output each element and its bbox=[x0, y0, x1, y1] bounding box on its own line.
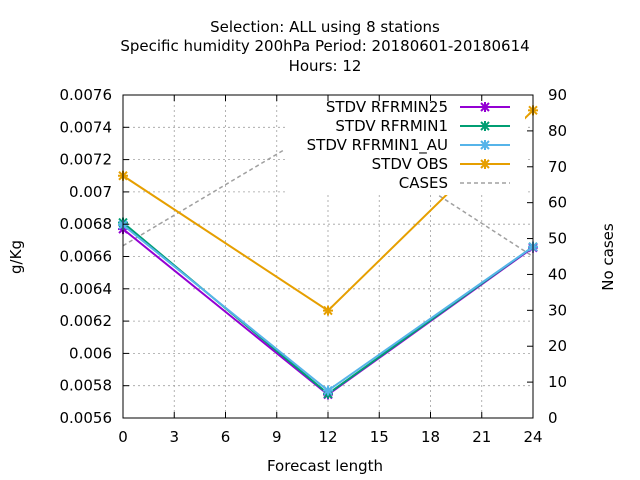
y-axis-label: g/Kg bbox=[7, 240, 25, 274]
legend-entry: STDV RFRMIN25 bbox=[326, 98, 510, 116]
y2-tick-label: 60 bbox=[548, 194, 567, 212]
y2-tick-label: 20 bbox=[548, 337, 567, 355]
legend-entry: STDV RFRMIN1_AU bbox=[307, 136, 510, 155]
chart-title-line-2: Specific humidity 200hPa Period: 2018060… bbox=[120, 37, 529, 55]
legend-label: STDV OBS bbox=[372, 155, 448, 173]
legend-sample-marker bbox=[480, 140, 490, 150]
x-tick-label: 0 bbox=[118, 428, 128, 446]
legend-entry: STDV RFRMIN1 bbox=[335, 117, 510, 135]
legend-label: STDV RFRMIN1_AU bbox=[307, 136, 448, 155]
y2-tick-label: 70 bbox=[548, 158, 567, 176]
y2-tick-label: 50 bbox=[548, 230, 567, 248]
legend-sample-marker bbox=[480, 121, 490, 131]
data-point bbox=[323, 385, 333, 396]
y-tick-label: 0.0062 bbox=[60, 312, 113, 330]
x-tick-label: 15 bbox=[370, 428, 389, 446]
y2-axis-label: No cases bbox=[599, 223, 617, 291]
legend-sample-marker bbox=[480, 159, 490, 169]
x-tick-label: 6 bbox=[221, 428, 231, 446]
chart-title-line-1: Selection: ALL using 8 stations bbox=[210, 18, 440, 36]
x-axis-label: Forecast length bbox=[267, 457, 383, 475]
data-point bbox=[323, 305, 333, 316]
y-tick-label: 0.006 bbox=[69, 344, 112, 362]
x-tick-label: 18 bbox=[421, 428, 440, 446]
y-tick-label: 0.0072 bbox=[60, 151, 113, 169]
y2-tick-label: 90 bbox=[548, 86, 567, 104]
y2-tick-label: 30 bbox=[548, 301, 567, 319]
y-tick-label: 0.0068 bbox=[60, 215, 113, 233]
y-tick-label: 0.0066 bbox=[60, 248, 113, 266]
legend-label: STDV RFRMIN25 bbox=[326, 98, 448, 116]
legend-label: CASES bbox=[399, 174, 448, 192]
x-tick-label: 3 bbox=[169, 428, 179, 446]
legend-label: STDV RFRMIN1 bbox=[335, 117, 448, 135]
y2-tick-label: 80 bbox=[548, 122, 567, 140]
legend-sample-marker bbox=[480, 102, 490, 112]
x-tick-label: 12 bbox=[318, 428, 337, 446]
x-tick-label: 24 bbox=[523, 428, 542, 446]
x-tick-label: 9 bbox=[272, 428, 282, 446]
y-tick-label: 0.0074 bbox=[60, 118, 113, 136]
y-tick-label: 0.0064 bbox=[60, 280, 113, 298]
y-tick-label: 0.0056 bbox=[60, 409, 113, 427]
y2-tick-label: 10 bbox=[548, 373, 567, 391]
ticks: 0 3 6 9 12 15 18 21 24 0.0056 0.0058 0.006 0.0062 0.0… bbox=[60, 86, 568, 446]
y2-tick-label: 40 bbox=[548, 265, 567, 283]
y-tick-label: 0.007 bbox=[69, 183, 112, 201]
legend-entry: CASES bbox=[399, 174, 510, 192]
y2-tick-label: 0 bbox=[548, 409, 558, 427]
x-tick-label: 21 bbox=[472, 428, 491, 446]
grid bbox=[123, 95, 533, 418]
y-tick-label: 0.0076 bbox=[60, 86, 113, 104]
y-tick-label: 0.0058 bbox=[60, 377, 113, 395]
chart-title-line-3: Hours: 12 bbox=[289, 57, 362, 75]
legend-entry: STDV OBS bbox=[372, 155, 510, 173]
